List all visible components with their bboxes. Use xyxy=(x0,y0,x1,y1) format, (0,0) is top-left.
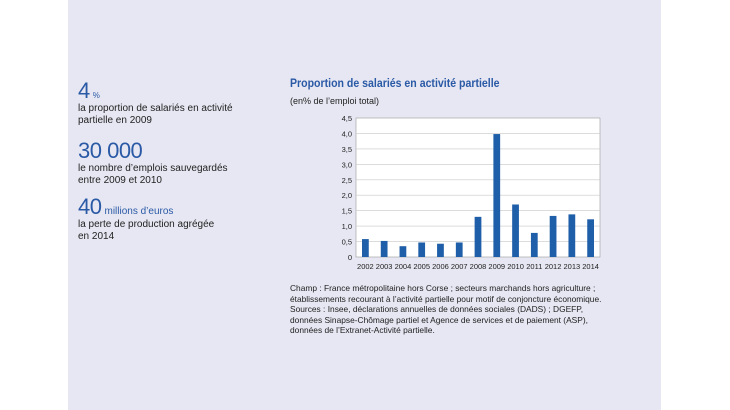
bar xyxy=(418,242,426,257)
bar xyxy=(380,240,388,257)
y-tick-label: 1,5 xyxy=(342,207,352,216)
stat-value: 30 000 xyxy=(78,138,143,163)
y-tick-label: 2,0 xyxy=(342,191,352,200)
note-line: Champ : France métropolitaine hors Corse… xyxy=(290,283,596,293)
stat-desc-line: la perte de production agrégée xyxy=(78,219,215,230)
bar xyxy=(455,242,463,257)
y-tick-label: 3,5 xyxy=(342,145,352,154)
bar xyxy=(362,239,369,257)
bar xyxy=(512,204,519,257)
stat-desc-line: entre 2009 et 2010 xyxy=(78,175,162,186)
stat-value: 4 xyxy=(78,78,90,103)
x-tick-label: 2005 xyxy=(413,262,430,271)
note-line: Sources : Insee, déclarations annuelles … xyxy=(290,304,584,314)
note-line: données de l’Extranet-Activité partielle… xyxy=(290,325,435,335)
x-tick-label: 2003 xyxy=(376,262,393,271)
stat-unit: millions d’euros xyxy=(104,206,174,217)
x-tick-label: 2007 xyxy=(451,262,468,271)
y-tick-label: 3,0 xyxy=(342,160,352,169)
stat-desc-line: la proportion de salariés en activité xyxy=(78,103,233,114)
x-tick-label: 2012 xyxy=(545,262,562,271)
y-tick-label: 4,5 xyxy=(342,114,352,123)
stat-proportion: 4% la proportion de salariés en activité… xyxy=(78,80,233,127)
x-tick-label: 2014 xyxy=(582,262,599,271)
note-line: établissements recourant à l’activité pa… xyxy=(290,293,602,304)
bar xyxy=(568,214,576,257)
stat-desc-line: en 2014 xyxy=(78,231,115,242)
bar xyxy=(493,134,501,257)
stat-production-loss: 40 millions d’euros la perte de productio… xyxy=(78,196,214,243)
bar xyxy=(399,246,407,257)
bar xyxy=(437,243,444,257)
x-tick-label: 2004 xyxy=(395,262,412,271)
bar-chart: 0 0,5 1,0 1,5 2,0 2,5 3,0 3,5 4,0 4,5 2002 2003 2004… xyxy=(342,114,601,271)
note-line: données Sinapse-Chômage partiel et Agenc… xyxy=(290,314,588,325)
x-tick-label: 2006 xyxy=(432,262,449,271)
stat-desc-line: partielle en 2009 xyxy=(78,115,152,126)
y-tick-label: 1,0 xyxy=(342,222,352,231)
y-tick-label: 0 xyxy=(348,253,352,262)
x-tick-label: 2010 xyxy=(507,262,524,271)
y-tick-label: 0,5 xyxy=(342,238,352,247)
y-tick-label: 2,5 xyxy=(342,176,352,185)
stat-jobs-saved: 30 000 le nombre d’emplois sauvegardés e… xyxy=(78,140,228,187)
stat-value: 40 xyxy=(78,194,102,219)
x-tick-label: 2013 xyxy=(564,262,581,271)
x-tick-label: 2011 xyxy=(526,262,542,271)
bar xyxy=(549,215,557,257)
x-tick-label: 2002 xyxy=(357,262,374,271)
bar xyxy=(530,232,538,257)
chart-subtitle: (en% de l’emploi total) xyxy=(290,96,380,106)
x-tick-label: 2008 xyxy=(470,262,487,271)
stat-unit: % xyxy=(92,91,100,100)
stat-desc-line: le nombre d’emplois sauvegardés xyxy=(78,163,228,174)
chart-notes: Champ : France métropolitaine hors Corse… xyxy=(290,283,660,336)
bar xyxy=(474,216,482,257)
x-tick-label: 2009 xyxy=(488,262,505,271)
chart-title: Proportion de salariés en activité parti… xyxy=(290,76,500,90)
y-tick-label: 4,0 xyxy=(342,129,352,138)
bar xyxy=(587,219,594,257)
